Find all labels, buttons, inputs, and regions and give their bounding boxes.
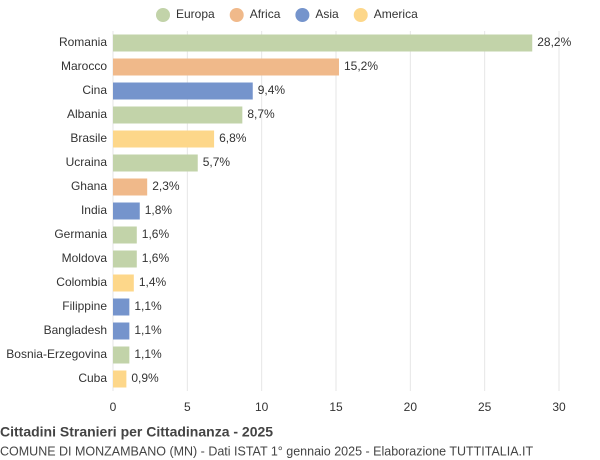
value-label: 1,8% xyxy=(145,203,173,217)
x-tick-label: 30 xyxy=(552,400,566,414)
legend-marker xyxy=(156,8,170,22)
bar xyxy=(113,322,130,340)
x-tick-label: 25 xyxy=(478,400,492,414)
value-label: 2,3% xyxy=(152,179,180,193)
x-tick-label: 20 xyxy=(404,400,418,414)
y-tick-label: Germania xyxy=(54,227,107,241)
legend-label: Africa xyxy=(250,7,281,21)
legend-label: America xyxy=(374,7,418,21)
y-tick-label: India xyxy=(81,203,107,217)
x-tick-label: 15 xyxy=(329,400,343,414)
value-label: 8,7% xyxy=(247,107,275,121)
bar xyxy=(113,250,137,268)
bar xyxy=(113,274,134,292)
y-tick-label: Marocco xyxy=(61,59,107,73)
y-tick-label: Bosnia-Erzegovina xyxy=(6,347,107,361)
value-label: 1,1% xyxy=(134,299,162,313)
bar xyxy=(113,226,137,244)
legend-marker xyxy=(353,8,368,22)
value-label: 28,2% xyxy=(537,35,571,49)
value-label: 1,6% xyxy=(142,251,170,265)
y-tick-label: Romania xyxy=(59,35,107,49)
value-label: 1,1% xyxy=(134,323,162,337)
bar xyxy=(113,82,253,100)
bar xyxy=(113,106,243,124)
legend-label: Asia xyxy=(315,7,339,21)
bar xyxy=(113,34,533,52)
bar xyxy=(113,130,215,148)
value-label: 1,6% xyxy=(142,227,170,241)
value-label: 15,2% xyxy=(344,59,378,73)
y-tick-label: Bangladesh xyxy=(44,323,107,337)
bar xyxy=(113,370,127,388)
bar xyxy=(113,178,148,196)
chart-subtitle: COMUNE DI MONZAMBANO (MN) - Dati ISTAT 1… xyxy=(0,444,534,458)
chart-title: Cittadini Stranieri per Cittadinanza - 2… xyxy=(0,424,273,440)
value-label: 0,9% xyxy=(131,371,159,385)
y-tick-label: Colombia xyxy=(56,275,107,289)
legend-marker xyxy=(295,8,310,22)
bar xyxy=(113,298,130,316)
y-tick-label: Moldova xyxy=(62,251,108,265)
value-label: 1,4% xyxy=(139,275,167,289)
y-tick-label: Brasile xyxy=(70,131,107,145)
value-label: 9,4% xyxy=(258,83,286,97)
bar xyxy=(113,154,198,172)
bar xyxy=(113,202,140,220)
bar xyxy=(113,346,130,364)
legend-marker xyxy=(229,8,244,22)
value-label: 5,7% xyxy=(203,155,231,169)
x-tick-label: 10 xyxy=(255,400,269,414)
legend-label: Europa xyxy=(176,7,215,21)
x-tick-label: 0 xyxy=(110,400,117,414)
value-label: 1,1% xyxy=(134,347,162,361)
bar xyxy=(113,58,339,76)
y-tick-label: Cuba xyxy=(78,371,107,385)
y-tick-label: Albania xyxy=(67,107,107,121)
y-tick-label: Ghana xyxy=(71,179,107,193)
x-tick-label: 5 xyxy=(184,400,191,414)
y-tick-label: Ucraina xyxy=(66,155,108,169)
y-tick-label: Cina xyxy=(82,83,107,97)
y-tick-label: Filippine xyxy=(62,299,107,313)
value-label: 6,8% xyxy=(219,131,247,145)
